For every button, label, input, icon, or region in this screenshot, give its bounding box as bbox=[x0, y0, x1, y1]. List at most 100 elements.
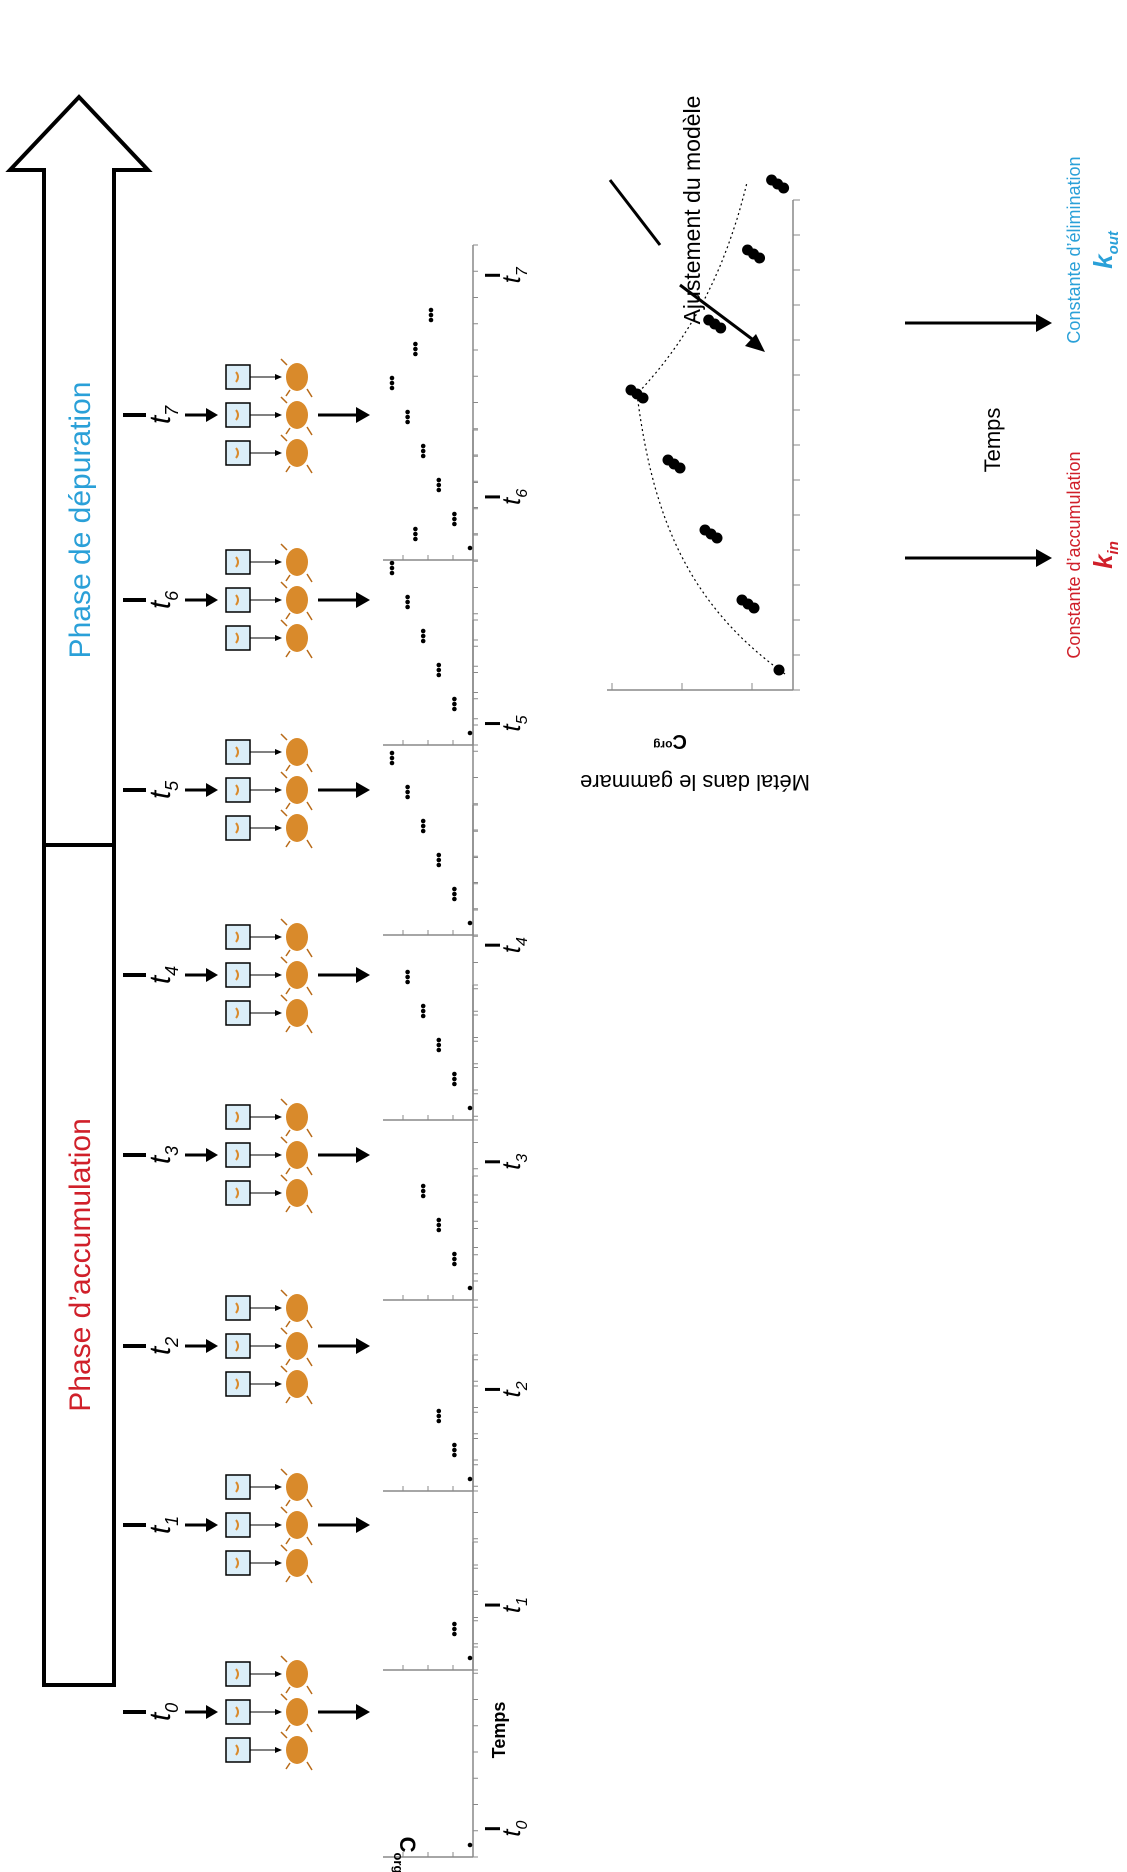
mini-plot-point bbox=[452, 887, 457, 892]
transfer-arrowhead bbox=[275, 374, 282, 380]
analysis-arrowhead bbox=[356, 1338, 370, 1354]
mini-plot-time-label: t6 bbox=[496, 489, 531, 505]
timepoint-columns: t0t0t1t1t2t2t3t3t4t4t5t5t6t6t7t7CorgTemp… bbox=[123, 245, 531, 1872]
gammarus-icon bbox=[281, 620, 312, 658]
gammarus-body bbox=[286, 586, 308, 614]
mini-plot-point bbox=[421, 1009, 426, 1014]
timepoint-subscript: 0 bbox=[162, 1703, 182, 1713]
beaker-icon bbox=[226, 1700, 282, 1724]
summary-ylabel-corg: Corg bbox=[653, 730, 687, 752]
analysis-arrowhead bbox=[356, 1147, 370, 1163]
beaker-icon bbox=[226, 963, 282, 987]
transfer-arrowhead bbox=[275, 1305, 282, 1311]
gammarus-icon bbox=[281, 810, 312, 848]
mini-plot: t4 bbox=[383, 805, 531, 1120]
model-fit-label: Ajustement du modèle bbox=[679, 96, 705, 325]
timepoint-column: t0 t0 bbox=[123, 1542, 531, 1857]
gammarus-body bbox=[286, 1370, 308, 1398]
mini-plot: t0 bbox=[383, 1542, 531, 1857]
mini-plot-point bbox=[452, 702, 457, 707]
gammarus-body bbox=[286, 1473, 308, 1501]
transfer-arrowhead bbox=[275, 1560, 282, 1566]
timepoint-subscript: 1 bbox=[162, 1516, 182, 1526]
mini-plot-point bbox=[421, 1004, 426, 1009]
mini-plot-point bbox=[452, 517, 457, 522]
mini-plot-ylabel: Corg bbox=[391, 1837, 420, 1872]
mini-plot-point bbox=[421, 824, 426, 829]
sampling-arrowhead bbox=[206, 783, 218, 797]
mini-plot-point bbox=[437, 863, 442, 868]
summary-ylabel-corg-sub: org bbox=[653, 738, 672, 752]
mini-plot-point bbox=[413, 537, 418, 542]
kin-arrowhead bbox=[1036, 549, 1052, 567]
mini-plot-point bbox=[413, 342, 418, 347]
mini-plot-time-subscript: 5 bbox=[514, 715, 531, 724]
gammarus-icon bbox=[281, 734, 312, 772]
gammarus-body bbox=[286, 624, 308, 652]
sampling-arrowhead bbox=[206, 1339, 218, 1353]
transfer-arrowhead bbox=[275, 934, 282, 940]
transfer-arrowhead bbox=[275, 1709, 282, 1715]
mini-plot-point bbox=[405, 415, 410, 420]
transfer-arrowhead bbox=[275, 1190, 282, 1196]
beaker-icon bbox=[226, 1738, 282, 1762]
timepoint-column: t2t2 bbox=[123, 1176, 531, 1491]
transfer-arrowhead bbox=[275, 1010, 282, 1016]
timepoint-label: t5 bbox=[144, 780, 182, 799]
mini-plot-point bbox=[452, 1443, 457, 1448]
gammarus-body bbox=[286, 923, 308, 951]
mini-plot: t6 bbox=[383, 430, 531, 745]
beaker-icon bbox=[226, 1181, 282, 1205]
transfer-arrowhead bbox=[275, 1747, 282, 1753]
transfer-arrowhead bbox=[275, 972, 282, 978]
mini-plot-point bbox=[468, 921, 473, 926]
beaker-icon bbox=[226, 1372, 282, 1396]
phase-arrow bbox=[10, 97, 148, 1685]
mini-plot-point bbox=[413, 352, 418, 357]
timepoint-label: t2 bbox=[144, 1337, 182, 1355]
kin-symbol: kin bbox=[1088, 541, 1122, 569]
gammarus-body bbox=[286, 1294, 308, 1322]
timepoint-column: t4t4 bbox=[123, 805, 531, 1120]
timepoint-label: t3 bbox=[144, 1146, 182, 1164]
gammarus-body bbox=[286, 1549, 308, 1577]
sampling-arrowhead bbox=[206, 1705, 218, 1719]
mini-plot-point bbox=[468, 1477, 473, 1482]
mini-plot-xlabel: Temps bbox=[489, 1702, 509, 1759]
mini-plot-point bbox=[421, 634, 426, 639]
phase-arrow-shape bbox=[10, 97, 148, 1685]
mini-plot-point bbox=[452, 897, 457, 902]
summary-point bbox=[754, 253, 765, 264]
mini-plot-point bbox=[421, 1194, 426, 1199]
mini-plot-time-label: t0 bbox=[496, 1821, 531, 1837]
mini-plot-point bbox=[437, 853, 442, 858]
mini-plot-point bbox=[452, 1262, 457, 1267]
timepoint-label: t0 bbox=[144, 1703, 182, 1721]
beaker-icon bbox=[226, 1513, 282, 1537]
mini-plot: t1 bbox=[383, 1355, 531, 1670]
gammarus-icon bbox=[281, 435, 312, 473]
timepoint-subscript: 6 bbox=[162, 590, 182, 601]
mini-plot-point bbox=[452, 1252, 457, 1257]
mini-plot-time-subscript: 0 bbox=[514, 1821, 531, 1830]
summary-chart: Métal dans le gammareCorgTempsConstante … bbox=[580, 156, 1122, 795]
mini-plot-point bbox=[405, 975, 410, 980]
sampling-arrowhead bbox=[206, 968, 218, 982]
sampling-arrowhead bbox=[206, 1518, 218, 1532]
mini-plot-time-label: t5 bbox=[496, 715, 531, 731]
timepoint-label: t1 bbox=[144, 1516, 182, 1534]
gammarus-icon bbox=[281, 957, 312, 995]
mini-plot-point bbox=[452, 1082, 457, 1087]
mini-plot-point bbox=[452, 1448, 457, 1453]
mini-plot-point bbox=[390, 566, 395, 571]
mini-plot-point bbox=[405, 410, 410, 415]
mini-plot-point bbox=[390, 571, 395, 576]
mini-plot-point bbox=[390, 761, 395, 766]
kin-subscript: in bbox=[1105, 541, 1122, 554]
summary-xlabel: Temps bbox=[980, 408, 1005, 473]
depuration-phase-label: Phase de dépuration bbox=[64, 382, 97, 659]
mini-plot-point bbox=[429, 318, 434, 323]
mini-plot-point bbox=[437, 478, 442, 483]
gammarus-icon bbox=[281, 1545, 312, 1583]
mini-plot: t3 bbox=[383, 985, 531, 1300]
